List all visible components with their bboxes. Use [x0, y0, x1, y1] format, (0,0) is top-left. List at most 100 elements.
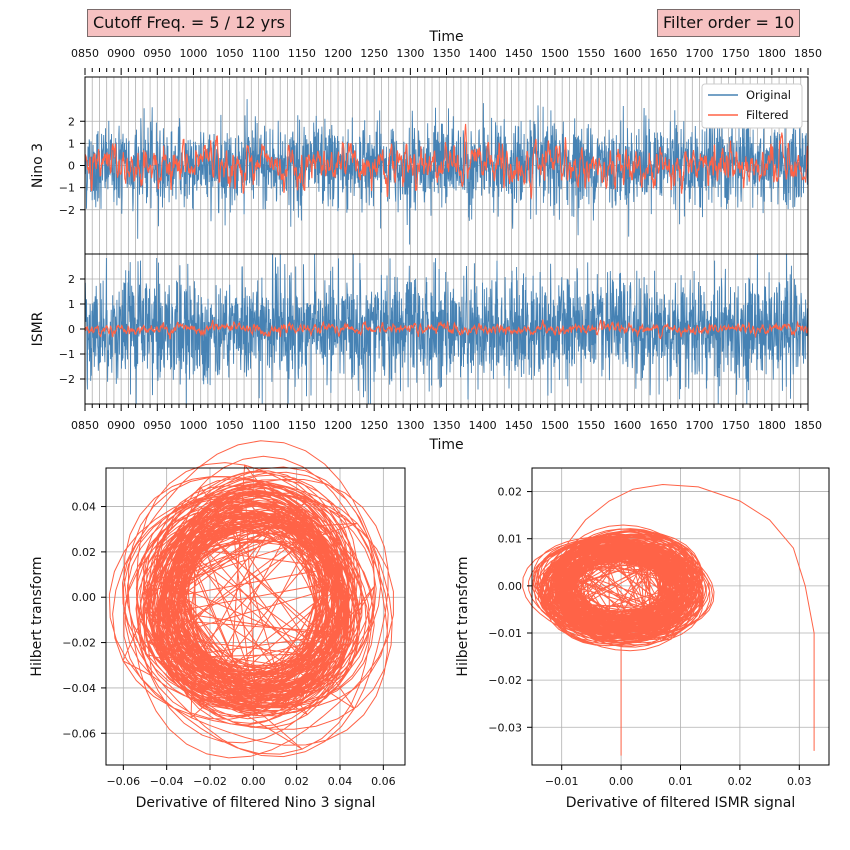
x-tick-label: 1050	[216, 47, 244, 60]
x-tick-label: 1400	[469, 419, 497, 432]
x-tick-label: 1650	[649, 419, 677, 432]
x-tick-label: 1550	[577, 47, 605, 60]
x-tick-label: −0.01	[545, 775, 579, 788]
x-tick-label: 1750	[722, 419, 750, 432]
y-axis-label: ISMR	[30, 311, 46, 346]
y-tick-label: 0.02	[498, 486, 523, 499]
x-tick-label: 1700	[686, 419, 714, 432]
x-axis-label: Derivative of filtered Nino 3 signal	[136, 795, 376, 811]
series-filtered-line	[84, 319, 809, 340]
x-tick-label: 1200	[324, 47, 352, 60]
x-tick-label: 1600	[613, 419, 641, 432]
x-tick-label: 1850	[794, 419, 822, 432]
y-tick-label: −0.03	[488, 721, 522, 734]
x-tick-label: 1850	[794, 47, 822, 60]
y-tick-label: 1	[68, 137, 75, 150]
x-tick-label: 1250	[360, 419, 388, 432]
x-tick-label: 0.02	[284, 775, 309, 788]
x-tick-label: 1550	[577, 419, 605, 432]
x-tick-label: 1050	[216, 419, 244, 432]
y-tick-label: −0.02	[62, 637, 96, 650]
x-tick-label: 1450	[505, 47, 533, 60]
x-tick-label: 0900	[107, 47, 135, 60]
y-tick-label: 0.01	[498, 533, 523, 546]
x-tick-label: 0.03	[787, 775, 812, 788]
y-tick-label: −0.02	[488, 674, 522, 687]
x-tick-label: 1800	[758, 47, 786, 60]
series-filtered-line	[84, 123, 809, 200]
x-tick-label: 1800	[758, 419, 786, 432]
x-tick-label: 0.00	[241, 775, 266, 788]
phase-trajectory	[522, 524, 715, 652]
x-tick-label: 1500	[541, 419, 569, 432]
x-axis-label: Derivative of filtered ISMR signal	[566, 795, 795, 811]
x-tick-label: 0.01	[668, 775, 693, 788]
x-tick-label: 1000	[179, 47, 207, 60]
x-tick-label: 1450	[505, 419, 533, 432]
y-tick-label: 0	[68, 160, 75, 173]
x-tick-label: 1650	[649, 47, 677, 60]
x-tick-label: 0850	[71, 419, 99, 432]
y-tick-label: −1	[59, 348, 75, 361]
filter-order-annotation: Filter order = 10	[657, 9, 801, 37]
y-axis-label: Hilbert transform	[455, 556, 471, 676]
x-tick-label: 1100	[252, 419, 280, 432]
phase-panel-bottom-left	[101, 440, 406, 770]
y-tick-label: 2	[68, 115, 75, 128]
x-tick-label: 1500	[541, 47, 569, 60]
y-tick-label: 1	[68, 298, 75, 311]
legend-label-original: Original	[746, 88, 791, 102]
x-tick-label: 0.04	[328, 775, 353, 788]
x-tick-label: 0950	[143, 47, 171, 60]
x-tick-label: 1150	[288, 47, 316, 60]
y-tick-label: 0	[68, 323, 75, 336]
series-original-line	[84, 99, 809, 245]
x-axis-label: Time	[428, 29, 463, 45]
y-tick-label: 2	[68, 273, 75, 286]
x-tick-label: 1350	[433, 47, 461, 60]
cutoff-annotation: Cutoff Freq. = 5 / 12 yrs	[87, 9, 291, 37]
y-tick-label: 0.04	[72, 501, 97, 514]
x-tick-label: 1250	[360, 47, 388, 60]
series-original-line	[84, 253, 809, 405]
x-tick-label: 1750	[722, 47, 750, 60]
x-tick-label: 0.00	[609, 775, 634, 788]
phase-panel-bottom-right	[522, 467, 830, 770]
y-tick-label: 0.02	[72, 546, 97, 559]
y-tick-label: 0.00	[498, 580, 523, 593]
timeseries-panel-middle	[80, 253, 809, 411]
x-tick-label: 0900	[107, 419, 135, 432]
x-tick-label: 0950	[143, 419, 171, 432]
x-tick-label: 1100	[252, 47, 280, 60]
y-tick-label: −2	[59, 204, 75, 217]
y-axis-label: Nino 3	[30, 143, 46, 188]
timeseries-panel-top	[80, 68, 809, 255]
x-tick-label: −0.02	[193, 775, 227, 788]
x-tick-label: 1200	[324, 419, 352, 432]
legend-label-filtered: Filtered	[746, 108, 789, 122]
y-tick-label: 0.00	[72, 591, 97, 604]
x-tick-label: 1400	[469, 47, 497, 60]
x-tick-label: 0.06	[371, 775, 396, 788]
x-tick-label: 1300	[396, 419, 424, 432]
x-tick-label: 1350	[433, 419, 461, 432]
x-tick-label: 1700	[686, 47, 714, 60]
x-tick-label: 1600	[613, 47, 641, 60]
x-tick-label: 1000	[179, 419, 207, 432]
y-tick-label: −2	[59, 373, 75, 386]
transient-trajectory	[567, 483, 815, 751]
y-tick-label: −0.04	[62, 682, 96, 695]
y-tick-label: −0.06	[62, 727, 96, 740]
x-tick-label: 1150	[288, 419, 316, 432]
x-tick-label: −0.06	[106, 775, 140, 788]
phase-trajectory	[108, 440, 394, 759]
legend: Original Filtered	[701, 83, 803, 129]
x-tick-label: 0850	[71, 47, 99, 60]
x-tick-label: −0.04	[150, 775, 184, 788]
y-tick-label: −1	[59, 182, 75, 195]
plot-frame	[105, 467, 406, 766]
x-tick-label: 1300	[396, 47, 424, 60]
y-tick-label: −0.01	[488, 627, 522, 640]
y-axis-label: Hilbert transform	[29, 556, 45, 676]
